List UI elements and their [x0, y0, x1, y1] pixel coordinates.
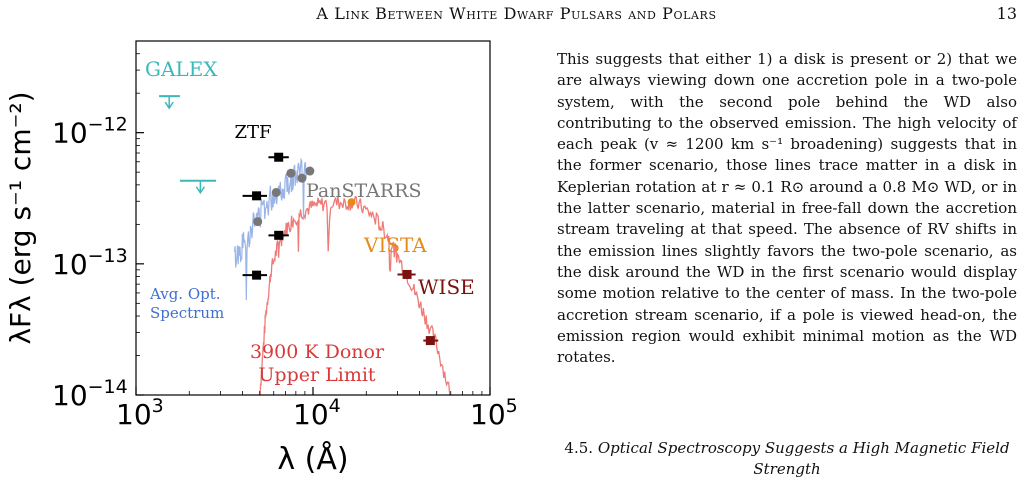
- spectrum-label-line2: Spectrum: [150, 304, 224, 322]
- x-tick-label: 105: [470, 395, 518, 431]
- y-tick-label: 10−12: [52, 114, 128, 150]
- ztf-point: [252, 270, 262, 280]
- axis-ticks: 103 104 105 10−14 10−13 10−12 λ (Å) λFλ (erg s⁻…: [4, 40, 518, 477]
- wise-point: [402, 269, 412, 279]
- wise-label: WISE: [418, 275, 475, 299]
- galex-limit-arrow: [195, 186, 205, 195]
- ztf-point: [252, 191, 262, 201]
- panstarrs-point: [305, 166, 315, 176]
- donor-label-line2: Upper Limit: [258, 364, 375, 386]
- y-tick-label: 10−13: [52, 245, 128, 281]
- x-tick-label: 104: [293, 395, 341, 431]
- section-number: 4.5.: [564, 439, 594, 457]
- optical-spectrum-layer: [233, 157, 308, 301]
- galex-limit-arrow: [164, 101, 174, 110]
- optical-spectrum-line: [233, 157, 308, 301]
- wise-point: [425, 336, 435, 346]
- body-text: This suggests that either 1) a disk is p…: [557, 49, 1017, 368]
- body-paragraph: This suggests that either 1) a disk is p…: [557, 50, 1017, 367]
- ztf-label: ZTF: [234, 122, 271, 143]
- panstarrs-point: [253, 217, 263, 227]
- sed-figure: 103 104 105 10−14 10−13 10−12 λ (Å) λFλ (erg s⁻…: [0, 30, 520, 484]
- ztf-point: [274, 230, 284, 240]
- galex-label: GALEX: [145, 57, 218, 81]
- donor-model-line: [259, 195, 451, 396]
- ztf-point: [274, 152, 284, 162]
- photometry-layer: [159, 95, 439, 346]
- page-number: 13: [996, 4, 1017, 23]
- vista-point: [347, 198, 356, 207]
- panstarrs-point: [286, 168, 296, 178]
- donor-model-layer: [259, 195, 451, 396]
- page-header: A Link Between White Dwarf Pulsars and P…: [0, 4, 1033, 28]
- panstarrs-point: [297, 173, 307, 183]
- sed-plot: 103 104 105 10−14 10−13 10−12 λ (Å) λFλ (erg s⁻…: [4, 40, 518, 477]
- x-tick-label: 103: [116, 395, 164, 431]
- annotations-layer: GALEX ZTF PanSTARRS VISTA WISE Avg. Opt.Spect…: [145, 57, 475, 386]
- panstarrs-label: PanSTARRS: [306, 180, 422, 202]
- running-title: A Link Between White Dwarf Pulsars and P…: [316, 4, 717, 23]
- y-tick-label: 10−14: [52, 376, 128, 412]
- section-heading: 4.5. Optical Spectroscopy Suggests a Hig…: [557, 438, 1017, 480]
- vista-label: VISTA: [363, 233, 427, 257]
- panstarrs-point: [271, 187, 281, 197]
- x-axis-label: λ (Å): [277, 441, 348, 477]
- section-title: Optical Spectroscopy Suggests a High Mag…: [597, 439, 1010, 478]
- y-axis-label: λFλ (erg s⁻¹ cm⁻²): [4, 91, 37, 344]
- donor-label-line1: 3900 K Donor: [250, 341, 385, 363]
- spectrum-label-line1: Avg. Opt.: [149, 285, 221, 303]
